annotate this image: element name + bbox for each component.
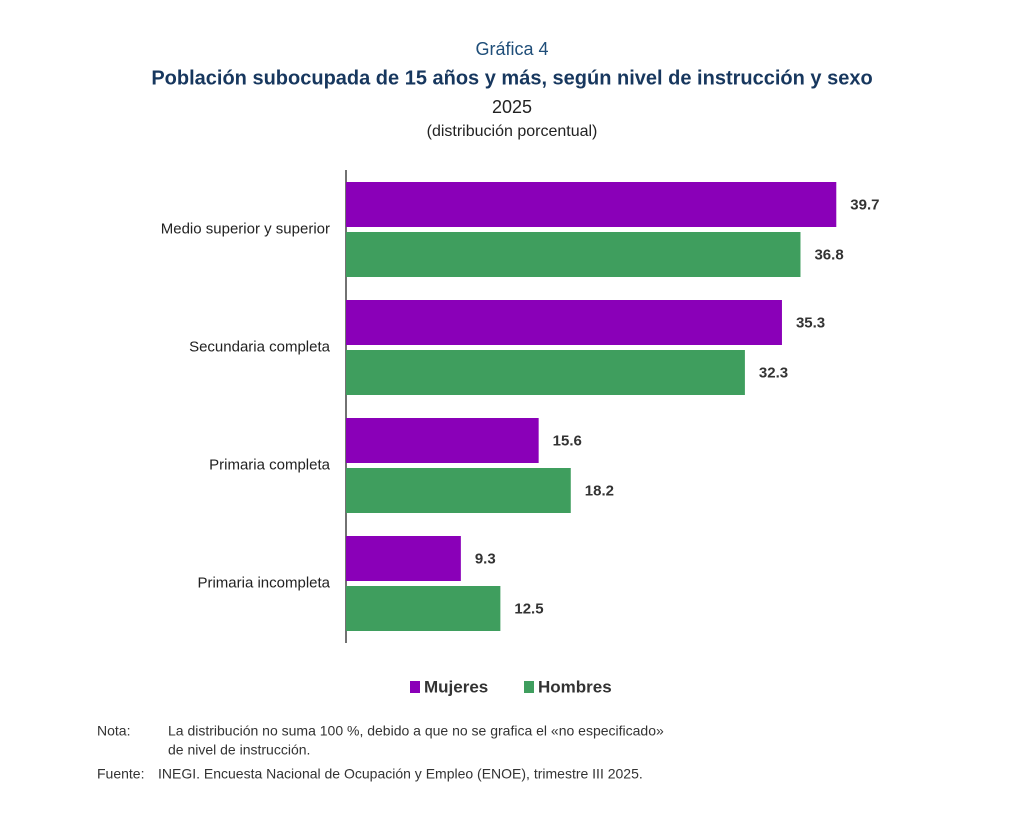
bar [346,418,539,463]
value-label: 18.2 [585,482,614,499]
bar [346,182,837,227]
value-label: 35.3 [796,314,825,331]
legend-label: Hombres [538,677,612,696]
category-label: Primaria completa [209,456,331,473]
bar [346,468,571,513]
chart-kicker: Gráfica 4 [475,39,548,59]
bar [346,350,745,395]
category-label: Medio superior y superior [161,220,330,237]
bar [346,232,801,277]
value-label: 9.3 [475,550,496,567]
note-label: Nota: [97,723,130,739]
value-label: 32.3 [759,364,788,381]
value-label: 15.6 [553,432,582,449]
value-label: 36.8 [814,246,843,263]
chart-subtitle: 2025 [492,97,532,117]
legend-swatch [524,681,534,693]
value-label: 12.5 [514,600,543,617]
note-text: de nivel de instrucción. [168,742,310,758]
note-text: La distribución no suma 100 %, debido a … [168,723,664,739]
bar [346,586,501,631]
bar [346,536,461,581]
legend-label: Mujeres [424,677,488,696]
source-text: INEGI. Encuesta Nacional de Ocupación y … [158,766,643,782]
chart-title: Población subocupada de 15 años y más, s… [151,67,872,89]
source-label: Fuente: [97,766,144,782]
legend-swatch [410,681,420,693]
category-label: Primaria incompleta [197,574,330,591]
bar [346,300,782,345]
category-label: Secundaria completa [189,338,331,355]
unit-note: (distribución porcentual) [427,123,598,140]
value-label: 39.7 [850,196,879,213]
